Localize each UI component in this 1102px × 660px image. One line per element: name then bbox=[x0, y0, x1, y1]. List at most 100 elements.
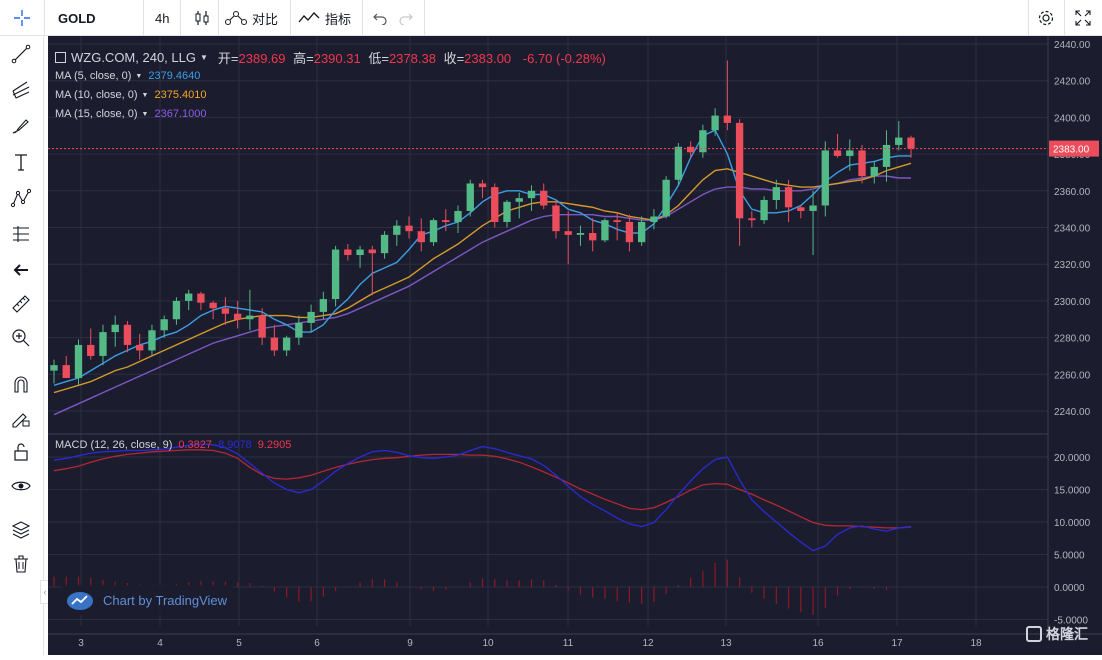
macd-value-3: 9.2905 bbox=[257, 439, 292, 451]
candle-body bbox=[197, 293, 205, 303]
dropdown-icon[interactable]: ▼ bbox=[141, 110, 149, 118]
candle-body bbox=[833, 150, 842, 156]
ma10-line bbox=[53, 162, 912, 394]
candle-body bbox=[331, 249, 340, 300]
macd-legend[interactable]: MACD (12, 26, close, 9) 0.3827 8.9078 9.290… bbox=[55, 439, 292, 451]
indicators-button[interactable]: 指标 bbox=[298, 0, 351, 36]
macd-line bbox=[53, 443, 912, 552]
settings-button[interactable] bbox=[1034, 0, 1058, 36]
crosshair-tool-icon[interactable] bbox=[8, 0, 36, 36]
macd-tick-label: 20.0000 bbox=[1054, 453, 1091, 464]
ma5-legend[interactable]: MA (5, close, 0) ▼ 2379.4640 bbox=[55, 70, 201, 82]
price-tick-label: 2260.00 bbox=[1054, 370, 1091, 381]
interval-button[interactable]: 4h bbox=[155, 0, 169, 36]
redo-icon bbox=[399, 13, 413, 25]
symbol-search-button[interactable]: GOLD bbox=[58, 0, 96, 36]
legend-box-icon[interactable] bbox=[55, 52, 66, 63]
dropdown-icon[interactable]: ▼ bbox=[199, 53, 208, 62]
zoom-tool[interactable] bbox=[6, 324, 36, 352]
chart-canvas[interactable]: 2440.002420.002400.002380.002360.002340.… bbox=[48, 36, 1102, 655]
candle-body bbox=[344, 249, 352, 256]
candle-body bbox=[637, 221, 646, 243]
candle-body bbox=[62, 365, 70, 378]
open-value: 2389.69 bbox=[238, 51, 286, 66]
time-tick-label: 10 bbox=[482, 638, 494, 649]
candle-body bbox=[148, 330, 156, 351]
ruler-icon bbox=[12, 295, 30, 313]
brush-icon bbox=[12, 119, 29, 134]
pitchfork-tool[interactable] bbox=[6, 76, 36, 104]
candle-body bbox=[442, 220, 450, 222]
time-tick-label: 5 bbox=[236, 638, 242, 649]
candle-body bbox=[184, 293, 193, 301]
candle-body bbox=[221, 308, 230, 314]
high-value: 2390.31 bbox=[313, 51, 361, 66]
time-tick-label: 12 bbox=[642, 638, 654, 649]
pattern-tool[interactable] bbox=[6, 184, 36, 212]
macd-tick-label: 15.0000 bbox=[1054, 486, 1091, 497]
arrow-left-icon bbox=[13, 264, 28, 276]
main-legend: WZG.COM, 240, LLG ▼ 开=2389.69 高=2390.31 … bbox=[55, 48, 606, 67]
brush-tool[interactable] bbox=[6, 112, 36, 140]
object-tree-tool[interactable] bbox=[6, 516, 36, 544]
delete-drawings-tool[interactable] bbox=[6, 550, 36, 578]
macd-tick-label: 0.0000 bbox=[1054, 583, 1085, 594]
candle-body bbox=[576, 233, 585, 235]
compare-button[interactable]: 对比 bbox=[224, 0, 278, 36]
candle-body bbox=[319, 299, 328, 312]
candle-style-button[interactable] bbox=[190, 0, 214, 36]
text-tool[interactable] bbox=[6, 148, 36, 176]
stay-in-drawing-tool[interactable] bbox=[6, 404, 36, 432]
macd-pane bbox=[53, 443, 912, 615]
candle-body bbox=[821, 150, 829, 206]
ohlc-values: 开=2389.69 高=2390.31 低=2378.38 收=2383.00 … bbox=[217, 51, 606, 66]
candle-body bbox=[246, 315, 254, 320]
remove-tool[interactable] bbox=[6, 256, 36, 284]
candle-body bbox=[589, 233, 597, 241]
zoom-in-icon bbox=[12, 329, 30, 347]
fullscreen-button[interactable] bbox=[1072, 0, 1094, 36]
candle-body bbox=[478, 183, 487, 188]
candle-body bbox=[711, 115, 719, 131]
candle-body bbox=[686, 146, 695, 153]
undo-icon bbox=[373, 13, 387, 25]
candle-body bbox=[748, 218, 756, 221]
undo-button[interactable] bbox=[370, 0, 390, 36]
fullscreen-icon bbox=[1075, 10, 1091, 26]
candle-body bbox=[74, 344, 83, 378]
interval-label: 4h bbox=[155, 10, 170, 26]
candle-body bbox=[429, 220, 438, 243]
time-tick-label: 3 bbox=[78, 638, 84, 649]
candle-body bbox=[282, 337, 291, 351]
magnet-tool[interactable] bbox=[6, 370, 36, 398]
candle-body bbox=[564, 231, 572, 235]
dropdown-icon[interactable]: ▼ bbox=[141, 91, 149, 99]
time-tick-label: 16 bbox=[812, 638, 824, 649]
ma15-legend[interactable]: MA (15, close, 0) ▼ 2367.1000 bbox=[55, 108, 207, 120]
time-tick-label: 18 bbox=[970, 638, 982, 649]
candle-body bbox=[270, 337, 279, 351]
ma10-legend[interactable]: MA (10, close, 0) ▼ 2375.4010 bbox=[55, 89, 207, 101]
lock-drawings-tool[interactable] bbox=[6, 438, 36, 466]
pitchfork-icon bbox=[12, 81, 30, 99]
chart-area[interactable]: 2440.002420.002400.002380.002360.002340.… bbox=[48, 36, 1102, 655]
candle-body bbox=[772, 187, 781, 200]
change-value: -6.70 (-0.28%) bbox=[522, 51, 606, 66]
trend-line-tool[interactable] bbox=[6, 40, 36, 68]
prediction-icon bbox=[13, 226, 29, 242]
hide-drawings-tool[interactable] bbox=[6, 472, 36, 500]
candle-body bbox=[393, 225, 401, 235]
tradingview-badge[interactable]: Chart by TradingView bbox=[61, 585, 234, 615]
time-tick-label: 4 bbox=[157, 638, 163, 649]
candle-body bbox=[809, 205, 817, 211]
price-tick-label: 2360.00 bbox=[1054, 187, 1091, 198]
redo-button[interactable] bbox=[396, 0, 416, 36]
ruler-tool[interactable] bbox=[6, 290, 36, 318]
candle-body bbox=[295, 322, 303, 338]
compare-label: 对比 bbox=[252, 11, 279, 27]
candle-body bbox=[699, 130, 707, 153]
candles-icon bbox=[195, 11, 209, 25]
prediction-tool[interactable] bbox=[6, 220, 36, 248]
dropdown-icon[interactable]: ▼ bbox=[135, 72, 143, 80]
macd-tick-label: 10.0000 bbox=[1054, 518, 1091, 529]
